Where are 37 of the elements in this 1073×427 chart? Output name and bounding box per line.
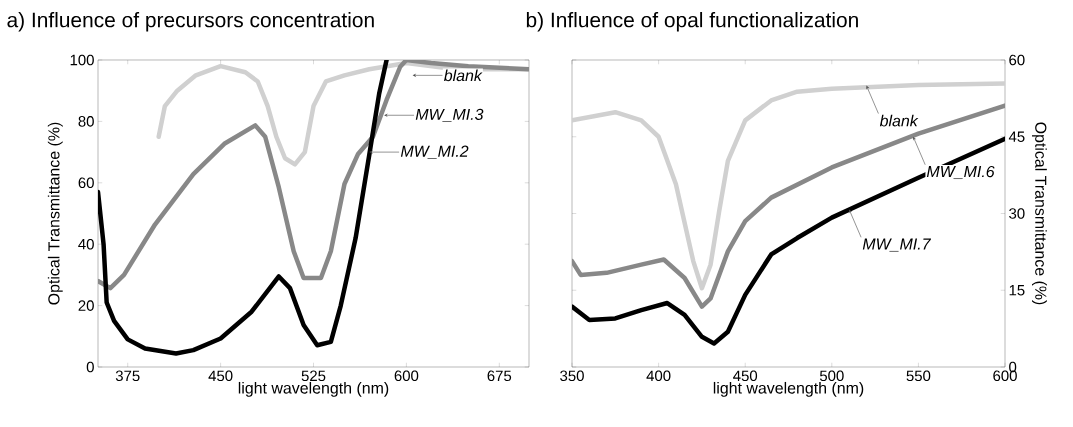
y-tick-label: 80	[78, 116, 94, 127]
annotation: blank	[444, 69, 483, 82]
y-tick-label: 40	[78, 238, 94, 250]
x-tick-label: 350	[560, 370, 584, 382]
y-tick-label: 20	[78, 300, 94, 311]
annotation: blank	[879, 114, 919, 127]
chart-title: a) Influence of precursors concentration	[7, 11, 374, 32]
x-tick-label: 525	[301, 370, 326, 382]
y-tick-label: 100	[70, 54, 94, 66]
line-series	[572, 103, 1006, 309]
y-tick-label: 60	[1009, 54, 1025, 66]
x-tick-label: 600	[394, 370, 419, 382]
annotation: MW_MI.3	[415, 108, 484, 122]
x-tick-label: 450	[733, 370, 758, 382]
line-series	[572, 81, 1006, 291]
y-axis-title: Optical Transmittance (%)	[47, 122, 63, 305]
y-tick-label: 60	[78, 177, 94, 189]
annotation: MW_MI.7	[862, 238, 932, 252]
x-axis-title: light wavelength (nm)	[238, 381, 389, 397]
y-tick-label: 45	[1008, 131, 1025, 142]
x-tick-label: 400	[646, 370, 671, 382]
x-tick-label: 375	[115, 370, 140, 382]
annotation: MW_MI.6	[926, 165, 995, 180]
x-axis-title: light wavelength (nm)	[713, 381, 864, 397]
line-series	[98, 60, 529, 291]
y-tick-label: 30	[1009, 208, 1025, 219]
line-series	[98, 60, 389, 356]
y-tick-label: 15	[1009, 285, 1025, 296]
x-tick-label: 500	[819, 370, 844, 382]
x-tick-label: 675	[487, 370, 512, 382]
y-tick-label: 0	[86, 361, 94, 373]
line-series	[572, 136, 1006, 346]
chart-title: b) Influence of opal functionalization	[526, 11, 858, 32]
x-tick-label: 450	[208, 370, 233, 382]
annotation: MW_MI.2	[400, 145, 469, 159]
x-tick-label: 550	[906, 370, 931, 382]
y-axis-title: Optical Transmittance (%)	[1031, 122, 1047, 305]
